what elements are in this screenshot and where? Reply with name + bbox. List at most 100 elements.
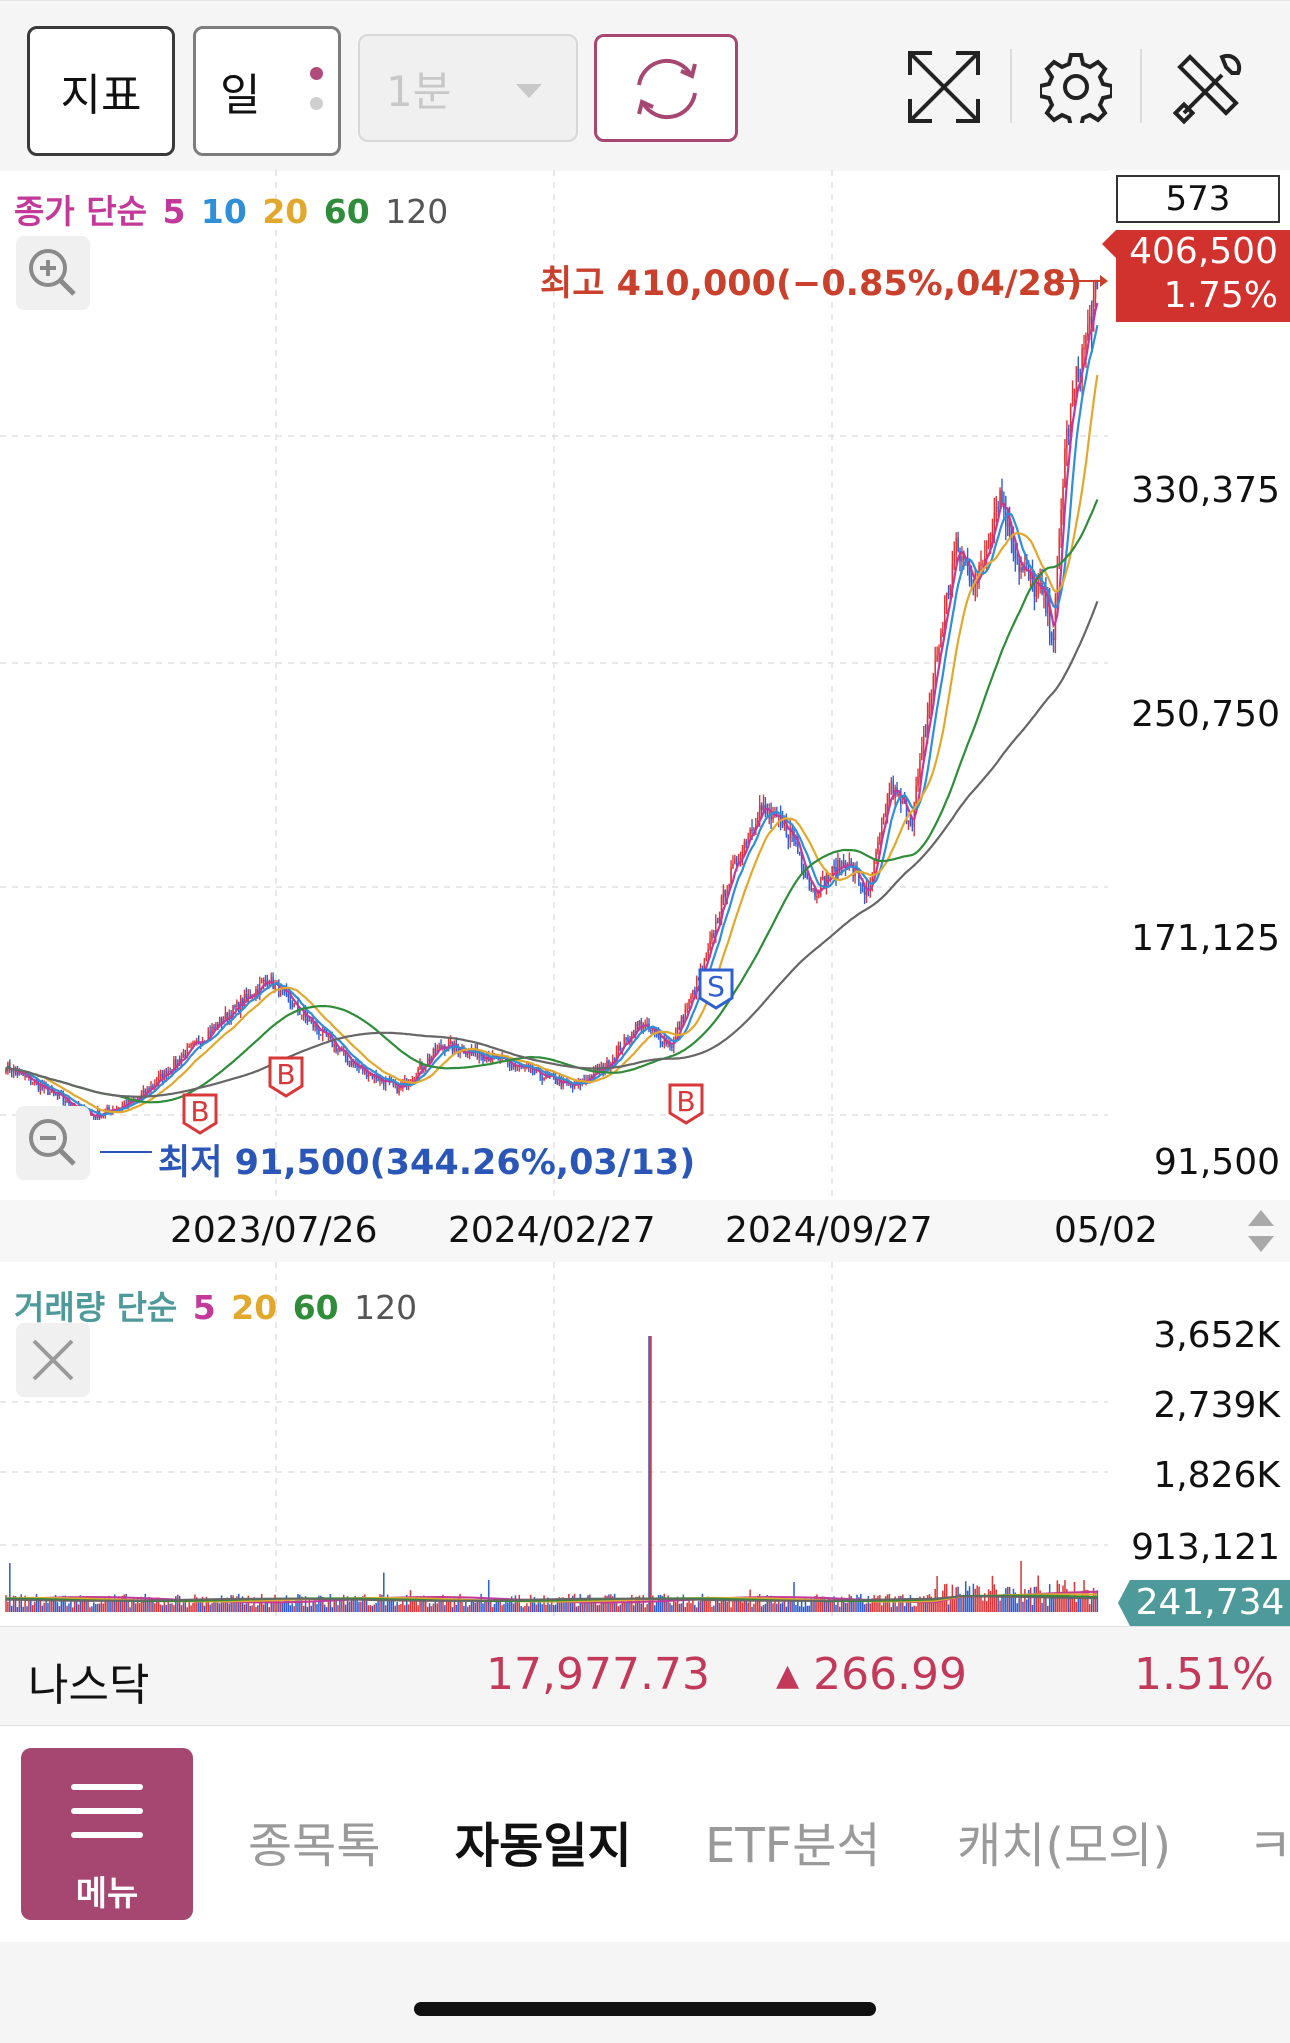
candle-body bbox=[1043, 588, 1045, 594]
candle-body bbox=[674, 1033, 677, 1039]
volume-bar bbox=[20, 1594, 23, 1612]
close-volume-button[interactable] bbox=[16, 1323, 90, 1397]
candle-body bbox=[350, 1060, 353, 1066]
candle-body bbox=[751, 829, 753, 831]
candle-body bbox=[289, 996, 292, 1003]
ma5-label: 5 bbox=[162, 192, 186, 231]
volume-bar bbox=[73, 1598, 76, 1612]
candle-body bbox=[1045, 588, 1047, 614]
volume-bar bbox=[611, 1596, 614, 1612]
price-chart[interactable]: B B S B bbox=[0, 170, 1290, 1200]
candle-body bbox=[713, 933, 715, 937]
volume-bar bbox=[295, 1600, 297, 1612]
minute-select[interactable]: 1분 bbox=[358, 34, 578, 142]
price-chart-canvas[interactable]: B B S B bbox=[0, 170, 1290, 1200]
toolbar-divider bbox=[1010, 49, 1012, 123]
candle-body bbox=[413, 1078, 416, 1080]
refresh-button[interactable] bbox=[594, 34, 738, 142]
zoom-in-button[interactable] bbox=[16, 236, 90, 310]
candle-body bbox=[787, 835, 790, 840]
menu-button[interactable]: 메뉴 bbox=[21, 1748, 193, 1920]
volume-bar bbox=[150, 1598, 152, 1612]
volume-bar bbox=[587, 1595, 589, 1612]
candle-body bbox=[779, 814, 782, 821]
volume-bar bbox=[787, 1599, 790, 1612]
volume-bar bbox=[434, 1600, 437, 1612]
candle-body bbox=[94, 1116, 97, 1119]
volume-bar bbox=[337, 1605, 339, 1612]
volume-bar bbox=[1027, 1589, 1030, 1612]
volume-bar bbox=[510, 1596, 513, 1612]
tab-more[interactable]: ㅋ bbox=[1248, 1818, 1290, 1874]
volume-bar bbox=[1096, 1590, 1099, 1612]
volume-bar bbox=[703, 1600, 706, 1612]
candle-body bbox=[121, 1105, 124, 1108]
volume-bar bbox=[756, 1595, 759, 1612]
fullscreen-icon[interactable] bbox=[906, 49, 982, 125]
candle-body bbox=[909, 820, 912, 825]
candle-body bbox=[484, 1059, 486, 1062]
tab-catch-mock[interactable]: 캐치(모의) bbox=[957, 1818, 1172, 1874]
volume-bar bbox=[552, 1604, 555, 1612]
volume-bar bbox=[325, 1607, 328, 1612]
volume-bar bbox=[28, 1598, 30, 1612]
candle-body bbox=[1071, 397, 1074, 405]
candle-body bbox=[33, 1081, 36, 1084]
candle-body bbox=[291, 1002, 293, 1007]
volume-bar bbox=[800, 1599, 803, 1612]
volume-bar bbox=[1060, 1592, 1062, 1612]
candle-body bbox=[877, 841, 879, 852]
indicator-button[interactable]: 지표 bbox=[27, 26, 175, 156]
volume-bar bbox=[524, 1605, 526, 1612]
candle-body bbox=[428, 1058, 431, 1061]
candle-body bbox=[199, 1044, 202, 1046]
volume-chart[interactable] bbox=[0, 1262, 1290, 1622]
home-indicator[interactable] bbox=[414, 2002, 876, 2016]
volume-bar bbox=[312, 1602, 314, 1612]
candle-body bbox=[993, 512, 996, 533]
candle-body bbox=[951, 563, 954, 585]
candle-body bbox=[823, 876, 826, 889]
tools-icon[interactable] bbox=[1172, 49, 1248, 125]
volume-bar bbox=[667, 1595, 669, 1612]
volume-bar bbox=[558, 1597, 561, 1612]
volume-chart-canvas[interactable] bbox=[0, 1262, 1290, 1622]
tab-auto-journal[interactable]: 자동일지 bbox=[455, 1818, 632, 1874]
period-button[interactable]: 일 bbox=[193, 26, 341, 156]
candle-body bbox=[741, 848, 744, 861]
candle-body bbox=[337, 1049, 339, 1052]
axis-scroll-icon[interactable] bbox=[1246, 1208, 1276, 1254]
candle-body bbox=[10, 1070, 13, 1073]
x-axis[interactable]: 2023/07/26 2024/02/27 2024/09/27 05/02 bbox=[0, 1200, 1290, 1262]
volume-bar bbox=[861, 1601, 864, 1612]
volume-bar bbox=[869, 1603, 872, 1612]
volume-bar bbox=[1067, 1592, 1070, 1612]
candle-body bbox=[789, 828, 791, 840]
candle-body bbox=[715, 921, 717, 937]
zoom-out-button[interactable] bbox=[16, 1106, 90, 1180]
volume-legend[interactable]: 거래량 단순 5 20 60 120 bbox=[14, 1281, 421, 1329]
index-ticker-bar[interactable]: 나스닥 17,977.73 ▲ 266.99 1.51% bbox=[0, 1626, 1290, 1726]
volume-bar bbox=[279, 1602, 282, 1612]
tab-stock-talk[interactable]: 종목톡 bbox=[248, 1818, 381, 1874]
volume-bar bbox=[77, 1604, 80, 1612]
volume-bar bbox=[297, 1594, 299, 1612]
volume-bar bbox=[489, 1601, 492, 1612]
volume-bar bbox=[600, 1602, 603, 1612]
volume-bar bbox=[125, 1593, 127, 1612]
volume-bar bbox=[404, 1605, 406, 1612]
candle-body bbox=[858, 872, 860, 885]
gear-icon[interactable] bbox=[1040, 51, 1112, 123]
price-legend[interactable]: 종가 단순 5 10 20 60 120 bbox=[14, 185, 452, 233]
candle-body bbox=[421, 1063, 423, 1070]
volume-bar bbox=[619, 1604, 622, 1612]
volume-bar bbox=[218, 1603, 221, 1612]
candle-body bbox=[26, 1075, 28, 1078]
tab-etf-analysis[interactable]: ETF분석 bbox=[705, 1818, 881, 1874]
volume-bar bbox=[730, 1607, 732, 1612]
candle-body bbox=[663, 1038, 666, 1044]
candle-body bbox=[1073, 389, 1076, 398]
candle-body bbox=[287, 992, 290, 997]
candle-body bbox=[312, 1020, 314, 1028]
volume-bar bbox=[333, 1597, 335, 1612]
